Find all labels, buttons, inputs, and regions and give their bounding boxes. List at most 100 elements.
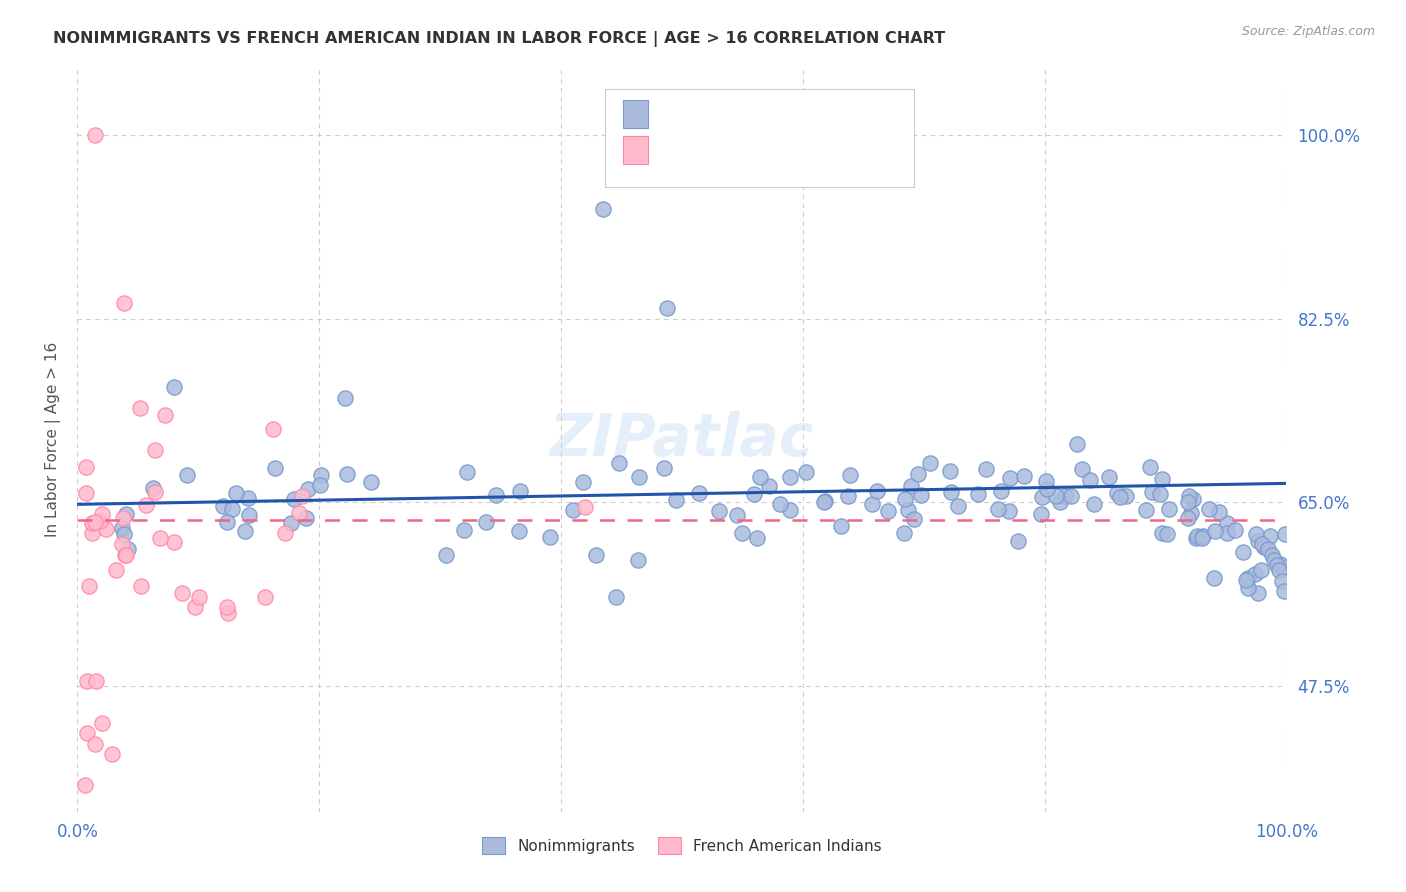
- Point: [82, 525, 104, 540]
- Point: [1208, 505, 1230, 519]
- Point: [76, 726, 98, 740]
- Point: [236, 491, 259, 505]
- Point: [730, 525, 752, 540]
- Point: [1066, 437, 1088, 451]
- Point: [860, 497, 883, 511]
- Point: [1157, 502, 1180, 516]
- Point: [966, 487, 988, 501]
- Point: [1177, 495, 1199, 509]
- Point: [142, 481, 165, 495]
- Point: [987, 502, 1010, 516]
- Point: [80, 516, 103, 530]
- Point: [84, 128, 107, 142]
- Point: [225, 486, 247, 500]
- Point: [112, 510, 135, 524]
- Point: [1247, 534, 1270, 549]
- Point: [1149, 486, 1171, 500]
- Point: [998, 471, 1021, 485]
- Text: Source: ZipAtlas.com: Source: ZipAtlas.com: [1241, 25, 1375, 38]
- Point: [283, 491, 305, 506]
- Point: [1152, 472, 1174, 486]
- Point: [84, 737, 107, 751]
- Point: [585, 548, 607, 562]
- Y-axis label: In Labor Force | Age > 16: In Labor Force | Age > 16: [45, 342, 60, 537]
- Point: [990, 483, 1012, 498]
- Point: [769, 497, 792, 511]
- Point: [335, 391, 357, 405]
- Point: [1035, 475, 1057, 489]
- Point: [238, 508, 260, 522]
- Point: [143, 442, 166, 457]
- Point: [1178, 489, 1201, 503]
- Point: [115, 507, 138, 521]
- Point: [311, 467, 333, 482]
- Point: [779, 470, 801, 484]
- Point: [939, 464, 962, 478]
- Point: [830, 519, 852, 533]
- Point: [571, 475, 593, 490]
- Point: [162, 535, 184, 549]
- Point: [153, 408, 176, 422]
- Text: 43: 43: [817, 145, 838, 160]
- Text: N =: N =: [775, 145, 804, 160]
- Point: [111, 521, 134, 535]
- Point: [1139, 459, 1161, 474]
- Point: [1198, 502, 1220, 516]
- Point: [1192, 529, 1215, 543]
- Point: [894, 491, 917, 506]
- Point: [813, 493, 835, 508]
- Point: [1234, 573, 1257, 587]
- Point: [360, 475, 382, 489]
- Point: [562, 503, 585, 517]
- Point: [83, 515, 105, 529]
- Point: [1049, 495, 1071, 509]
- Point: [538, 530, 561, 544]
- Point: [1098, 470, 1121, 484]
- Point: [135, 498, 157, 512]
- Point: [903, 512, 925, 526]
- Point: [907, 467, 929, 482]
- Point: [221, 501, 243, 516]
- Point: [111, 537, 134, 551]
- Point: [748, 470, 770, 484]
- Point: [115, 548, 138, 562]
- Point: [131, 579, 153, 593]
- Point: [900, 479, 922, 493]
- Point: [1180, 507, 1202, 521]
- Text: 0.000: 0.000: [704, 145, 752, 160]
- Point: [262, 422, 284, 436]
- Point: [280, 516, 302, 531]
- Point: [91, 715, 114, 730]
- Point: [1045, 490, 1067, 504]
- Point: [75, 779, 97, 793]
- Point: [170, 585, 193, 599]
- Point: [758, 479, 780, 493]
- Point: [1271, 574, 1294, 588]
- Point: [112, 296, 135, 310]
- Point: [1135, 503, 1157, 517]
- Point: [1237, 581, 1260, 595]
- Point: [434, 548, 457, 562]
- Point: [1184, 531, 1206, 545]
- Point: [295, 511, 318, 525]
- Point: [652, 460, 675, 475]
- Point: [838, 467, 860, 482]
- Point: [1216, 516, 1239, 530]
- Legend: Nonimmigrants, French American Indians: Nonimmigrants, French American Indians: [477, 831, 887, 860]
- Point: [1152, 526, 1174, 541]
- Point: [1140, 484, 1163, 499]
- Point: [215, 600, 238, 615]
- Point: [336, 467, 359, 482]
- Point: [607, 456, 630, 470]
- Text: R =: R =: [658, 110, 686, 124]
- Point: [163, 380, 186, 394]
- Point: [1071, 462, 1094, 476]
- Point: [1191, 531, 1213, 545]
- Point: [655, 301, 678, 315]
- Point: [76, 673, 98, 688]
- Point: [184, 600, 207, 615]
- Point: [215, 515, 238, 529]
- Point: [627, 553, 650, 567]
- Point: [1078, 473, 1101, 487]
- Point: [592, 202, 614, 216]
